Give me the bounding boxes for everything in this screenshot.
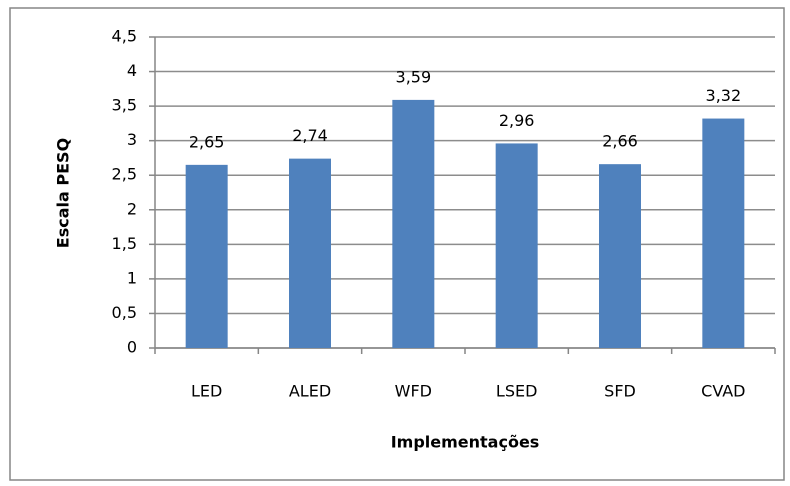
y-tick-label: 3 — [127, 130, 137, 149]
y-tick-label: 1,5 — [112, 234, 137, 253]
x-tick-label: CVAD — [701, 382, 745, 401]
x-tick-label: LED — [191, 382, 222, 401]
data-label: 2,96 — [499, 111, 535, 130]
y-tick-label: 4,5 — [112, 27, 137, 46]
bar — [495, 143, 538, 348]
x-tick-label: ALED — [289, 382, 331, 401]
data-label: 3,32 — [706, 86, 742, 105]
y-tick-label: 4 — [127, 61, 137, 80]
x-tick-label: LSED — [496, 382, 538, 401]
data-label: 2,65 — [189, 132, 225, 151]
x-tick-label: WFD — [395, 382, 432, 401]
data-label: 2,66 — [602, 132, 638, 151]
y-tick-label: 3,5 — [112, 96, 137, 115]
data-label: 2,74 — [292, 126, 328, 145]
bar — [289, 158, 331, 348]
bar — [185, 164, 228, 348]
y-tick-label: 0 — [127, 338, 137, 357]
x-axis-title: Implementações — [391, 433, 540, 452]
bar — [392, 99, 435, 348]
bar — [702, 118, 745, 348]
y-tick-label: 1 — [127, 268, 137, 287]
y-tick-label: 2 — [127, 199, 137, 218]
y-tick-label: 0,5 — [112, 303, 137, 322]
bar — [599, 164, 641, 348]
y-tick-label: 2,5 — [112, 165, 137, 184]
data-label: 3,59 — [396, 67, 432, 86]
x-tick-label: SFD — [604, 382, 636, 401]
y-axis-title: Escala PESQ — [54, 138, 73, 248]
